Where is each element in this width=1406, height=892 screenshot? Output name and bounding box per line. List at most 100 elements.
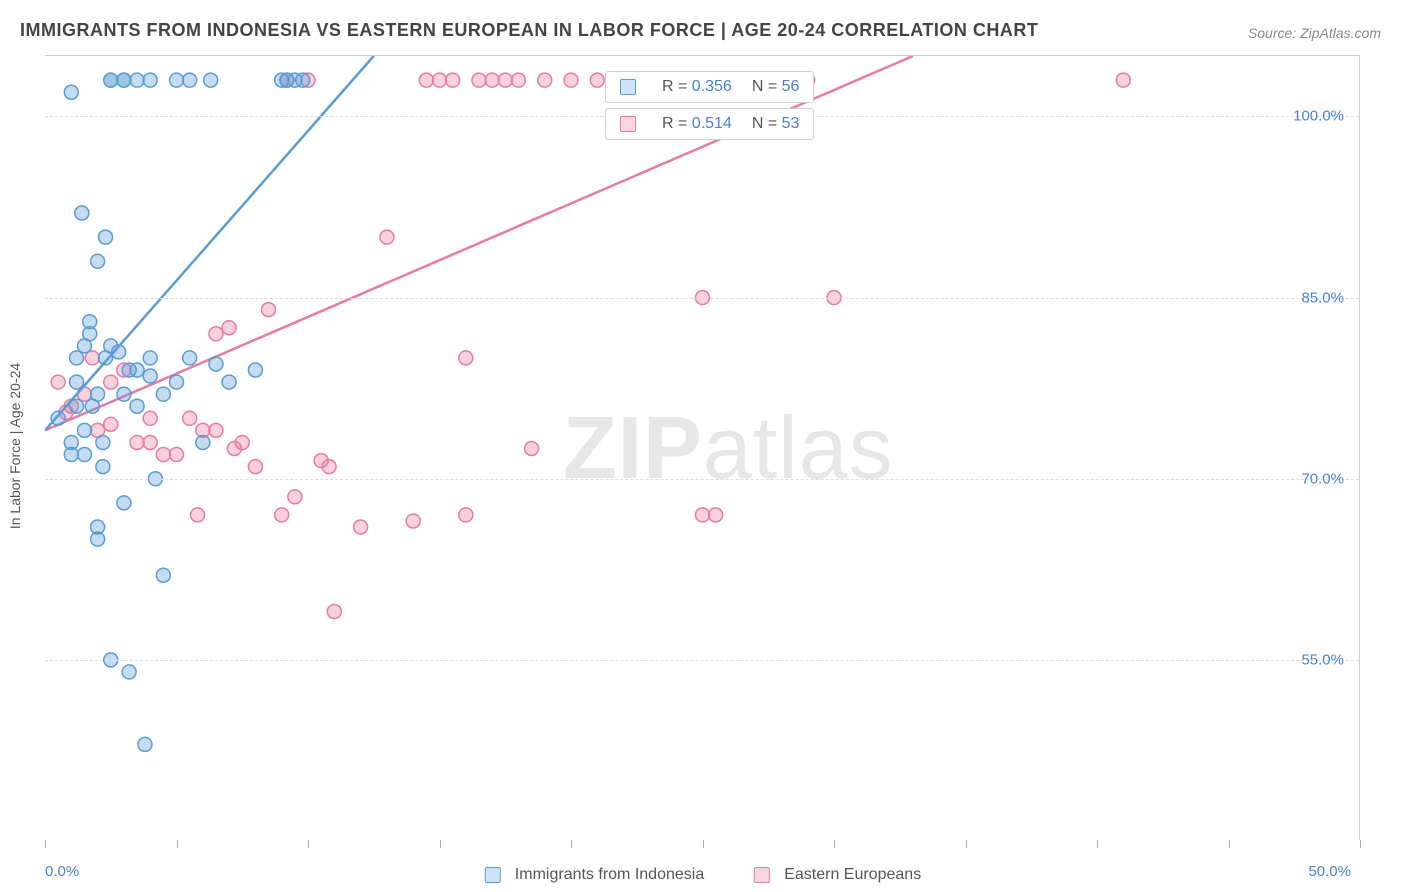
data-point xyxy=(275,508,289,522)
data-point xyxy=(96,460,110,474)
gridline xyxy=(45,298,1359,299)
data-point xyxy=(183,411,197,425)
stat-n-value: 53 xyxy=(782,115,800,132)
stats-legend-2: R = 0.514 N = 53 xyxy=(605,108,814,140)
gridline xyxy=(45,660,1359,661)
x-axis-tick xyxy=(966,840,967,848)
data-point xyxy=(98,230,112,244)
data-point xyxy=(209,327,223,341)
data-point xyxy=(117,73,131,87)
stat-n-label: N = 53 xyxy=(752,115,800,133)
y-axis-tick-label: 55.0% xyxy=(1301,651,1344,668)
data-point xyxy=(262,303,276,317)
stats-legend-1: R = 0.356 N = 56 xyxy=(605,71,814,103)
data-point xyxy=(170,375,184,389)
data-point xyxy=(196,435,210,449)
y-axis-tick-label: 85.0% xyxy=(1301,289,1344,306)
chart-area: ZIPatlas 55.0%70.0%85.0%100.0% R = 0.356… xyxy=(45,55,1360,840)
data-point xyxy=(51,411,65,425)
data-point xyxy=(1116,73,1130,87)
data-point xyxy=(156,387,170,401)
data-point xyxy=(564,73,578,87)
data-point xyxy=(70,351,84,365)
series-label: Eastern Europeans xyxy=(784,866,921,884)
legend-swatch-icon xyxy=(620,79,636,95)
data-point xyxy=(248,363,262,377)
data-point xyxy=(485,73,499,87)
data-point xyxy=(204,73,218,87)
x-axis-tick xyxy=(45,840,46,848)
x-axis-tick xyxy=(1097,840,1098,848)
data-point xyxy=(143,351,157,365)
data-point xyxy=(156,448,170,462)
stat-n-label: N = 56 xyxy=(752,78,800,96)
y-axis-title: In Labor Force | Age 20-24 xyxy=(7,363,23,529)
series-label: Immigrants from Indonesia xyxy=(515,866,704,884)
data-point xyxy=(354,520,368,534)
stat-n-value: 56 xyxy=(782,78,800,95)
x-axis-tick xyxy=(834,840,835,848)
data-point xyxy=(96,435,110,449)
data-point xyxy=(248,460,262,474)
data-point xyxy=(472,73,486,87)
data-point xyxy=(380,230,394,244)
data-point xyxy=(130,435,144,449)
data-point xyxy=(91,254,105,268)
data-point xyxy=(91,520,105,534)
data-point xyxy=(191,508,205,522)
gridline xyxy=(45,479,1359,480)
data-point xyxy=(143,369,157,383)
stat-r-value: 0.514 xyxy=(692,115,732,132)
stat-r-value: 0.356 xyxy=(692,78,732,95)
legend-swatch-icon xyxy=(754,867,770,883)
y-axis-tick-label: 100.0% xyxy=(1293,108,1344,125)
data-point xyxy=(459,508,473,522)
series-legend: Immigrants from Indonesia Eastern Europe… xyxy=(485,866,921,884)
data-point xyxy=(156,568,170,582)
data-point xyxy=(83,315,97,329)
x-axis-min-label: 0.0% xyxy=(45,863,79,880)
data-point xyxy=(77,448,91,462)
data-point xyxy=(138,737,152,751)
trend-line xyxy=(45,56,374,430)
data-point xyxy=(446,73,460,87)
data-point xyxy=(77,339,91,353)
data-point xyxy=(104,375,118,389)
x-axis-tick xyxy=(177,840,178,848)
data-point xyxy=(130,73,144,87)
x-axis-tick xyxy=(571,840,572,848)
data-point xyxy=(288,490,302,504)
data-point xyxy=(143,73,157,87)
data-point xyxy=(538,73,552,87)
stat-r-label: R = 0.514 xyxy=(662,115,732,133)
data-point xyxy=(222,321,236,335)
legend-swatch-icon xyxy=(620,116,636,132)
data-point xyxy=(525,442,539,456)
data-point xyxy=(511,73,525,87)
data-point xyxy=(709,508,723,522)
data-point xyxy=(183,351,197,365)
data-point xyxy=(130,399,144,413)
data-point xyxy=(170,73,184,87)
data-point xyxy=(64,85,78,99)
data-point xyxy=(459,351,473,365)
chart-title: IMMIGRANTS FROM INDONESIA VS EASTERN EUR… xyxy=(20,20,1038,41)
series-legend-item: Eastern Europeans xyxy=(754,866,921,884)
data-point xyxy=(104,73,118,87)
data-point xyxy=(104,417,118,431)
x-axis-tick xyxy=(1229,840,1230,848)
x-axis-tick xyxy=(308,840,309,848)
x-axis-tick xyxy=(1360,840,1361,848)
data-point xyxy=(64,448,78,462)
data-point xyxy=(117,496,131,510)
data-point xyxy=(498,73,512,87)
data-point xyxy=(130,363,144,377)
data-point xyxy=(75,206,89,220)
scatter-plot xyxy=(45,56,1359,840)
data-point xyxy=(322,460,336,474)
data-point xyxy=(296,73,310,87)
series-legend-item: Immigrants from Indonesia xyxy=(485,866,704,884)
data-point xyxy=(419,73,433,87)
data-point xyxy=(117,387,131,401)
data-point xyxy=(209,423,223,437)
